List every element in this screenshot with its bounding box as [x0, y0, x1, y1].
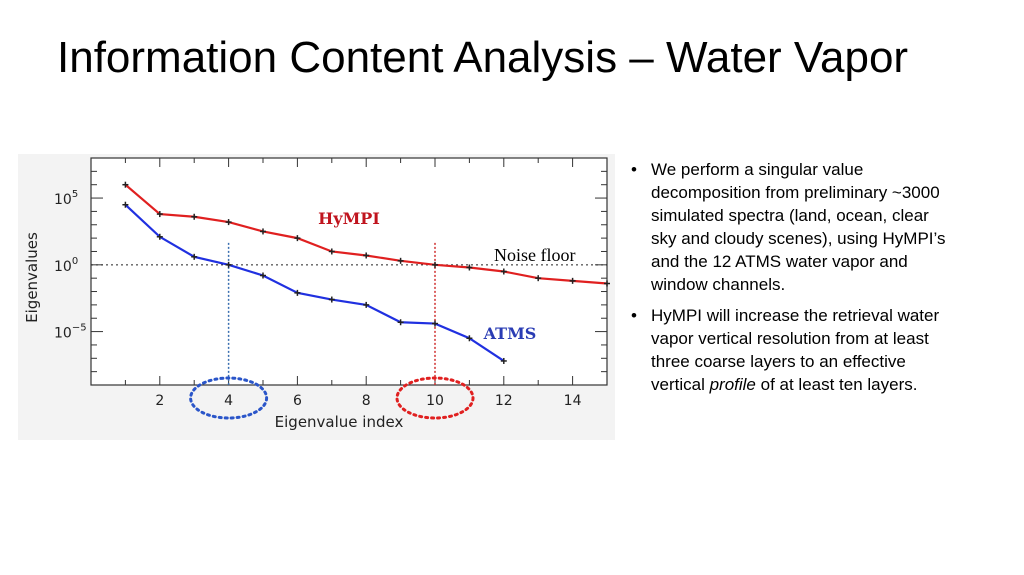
data-point-atms	[191, 253, 198, 260]
y-tick-base: 10	[54, 326, 72, 342]
data-point-hympi	[294, 235, 301, 242]
bullet-dot: •	[631, 160, 637, 179]
y-tick-label: 10−5	[54, 323, 87, 342]
bullet-1-segment-1: We perform a singular value decompositio…	[651, 160, 946, 294]
data-point-hympi	[604, 280, 610, 287]
y-tick-exponent: 0	[72, 256, 78, 267]
bullet-list: • We perform a singular value decomposit…	[627, 158, 957, 404]
data-point-atms	[397, 319, 404, 326]
bullet-item-2: • HyMPI will increase the retrieval wate…	[627, 304, 957, 396]
data-point-atms	[432, 320, 438, 327]
series-line-atms	[124, 203, 505, 362]
data-point-atms	[260, 272, 266, 279]
atms-cutoff-circle	[189, 376, 269, 420]
data-point-hympi	[397, 257, 404, 264]
data-point-atms	[156, 233, 163, 240]
x-axis-title: Eigenvalue index	[275, 413, 404, 431]
y-tick-exponent: 5	[72, 189, 78, 200]
data-point-hympi	[432, 261, 438, 268]
data-point-hympi	[156, 211, 163, 218]
x-tick-label: 4	[224, 393, 233, 409]
hympi-series-label: HyMPI	[318, 209, 380, 228]
data-point-hympi	[225, 219, 232, 226]
atms-series-label: ATMS	[483, 324, 537, 343]
bullet-2-text: HyMPI will increase the retrieval water …	[651, 306, 939, 394]
hympi-label-bg	[310, 204, 388, 232]
hympi-cutoff-circle	[395, 376, 475, 420]
bullet-2-segment-1: HyMPI will increase the retrieval water …	[651, 306, 940, 394]
y-tick-label: 100	[54, 256, 78, 275]
data-point-atms	[466, 335, 473, 342]
data-point-atms	[328, 296, 335, 303]
data-point-hympi	[363, 252, 370, 259]
plot-area	[90, 157, 608, 386]
data-point-hympi	[122, 181, 129, 188]
data-point-hympi	[191, 213, 198, 220]
x-tick-label: 10	[426, 393, 444, 409]
data-point-atms	[363, 301, 370, 308]
data-point-hympi	[260, 228, 266, 235]
bullet-dot: •	[631, 306, 637, 325]
bullet-2-segment-2: profile	[709, 375, 756, 394]
x-tick-label: 6	[293, 393, 302, 409]
y-tick-exponent: −5	[72, 323, 87, 334]
bullet-1-text: We perform a singular value decompositio…	[651, 160, 945, 294]
data-point-hympi	[466, 264, 473, 271]
x-tick-label: 12	[495, 393, 513, 409]
bullet-item-1: • We perform a singular value decomposit…	[627, 158, 957, 296]
data-point-atms	[122, 201, 129, 208]
slide-title: Information Content Analysis – Water Vap…	[57, 33, 909, 82]
data-point-hympi	[535, 275, 542, 282]
y-axis-title: Eigenvalues	[23, 232, 41, 323]
data-point-hympi	[569, 277, 576, 284]
noise-floor-label: Noise floor	[494, 245, 575, 265]
data-point-hympi	[500, 268, 507, 275]
data-point-hympi	[328, 248, 335, 255]
data-point-atms	[500, 357, 507, 364]
x-tick-label: 8	[362, 393, 371, 409]
data-point-atms	[225, 261, 232, 268]
x-tick-label: 14	[564, 393, 582, 409]
y-tick-label: 105	[54, 189, 78, 208]
y-tick-base: 10	[54, 259, 72, 275]
x-tick-label: 2	[155, 393, 164, 409]
data-point-atms	[294, 289, 301, 296]
y-tick-base: 10	[54, 192, 72, 208]
bullet-2-segment-3: of at least ten layers.	[755, 375, 918, 394]
eigenvalue-chart: 2 4 6 8 10 12 14 105 100 10−5 Eigenvalue index Eige…	[18, 154, 615, 440]
